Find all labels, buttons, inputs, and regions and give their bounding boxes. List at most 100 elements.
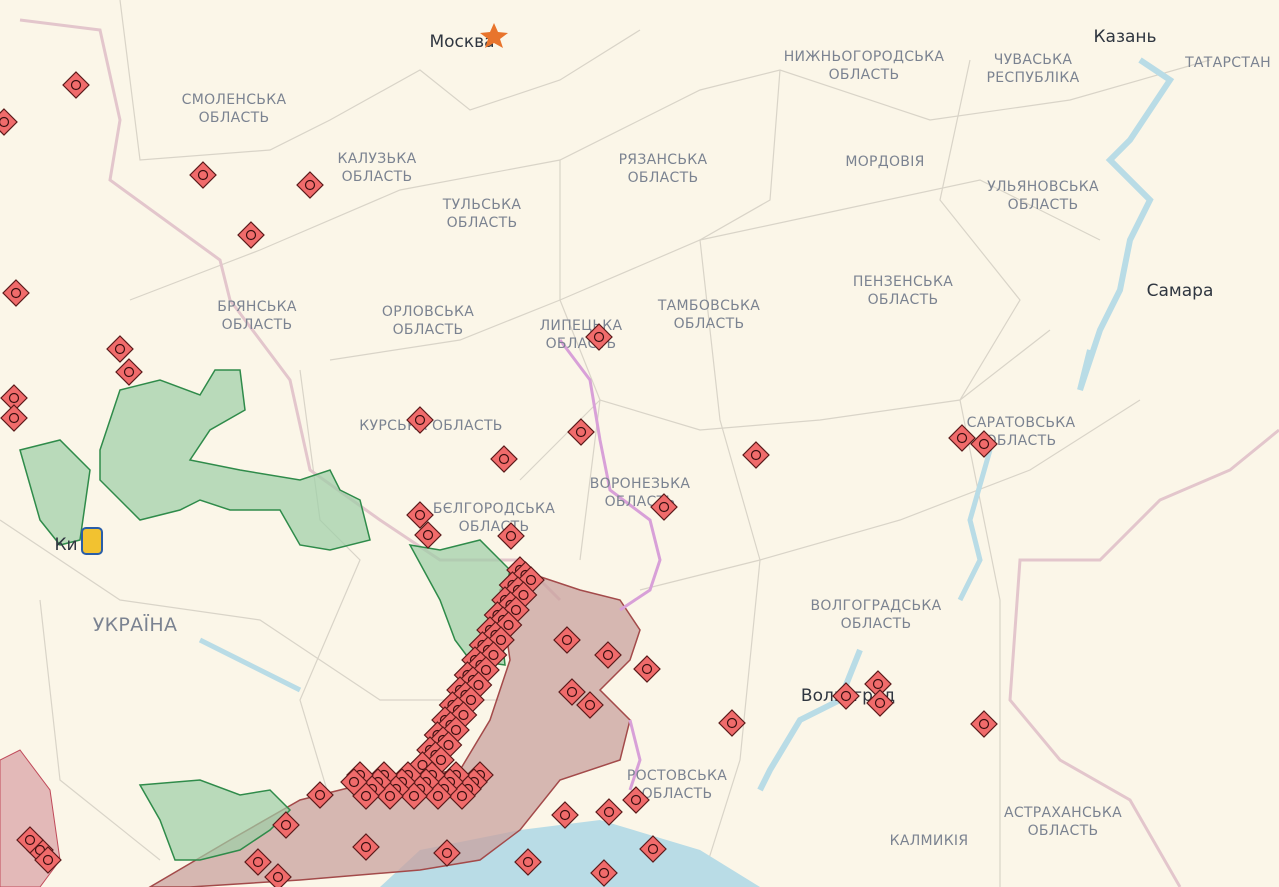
marker-icon — [575, 426, 587, 438]
marker-icon — [114, 343, 126, 355]
region-label: РОСТОВСЬКА — [627, 768, 727, 784]
region-label: МОРДОВІЯ — [845, 154, 924, 170]
marker-diamond — [115, 358, 143, 386]
marker-diamond — [406, 406, 434, 434]
city-label: Самара — [1147, 281, 1214, 301]
region-label: ЛИПЕЦЬКА — [540, 318, 623, 334]
attack-marker — [0, 404, 28, 432]
region-label: РЕСПУБЛІКА — [987, 70, 1080, 86]
attack-marker — [244, 848, 272, 876]
marker-icon — [432, 790, 444, 802]
marker-icon — [245, 229, 257, 241]
region-label: ОБЛАСТЬ — [199, 110, 270, 126]
region-label: ТУЛЬСЬКА — [442, 197, 522, 213]
region-label: ПЕНЗЕНСЬКА — [853, 274, 953, 290]
attack-marker — [558, 678, 586, 706]
marker-icon — [956, 432, 968, 444]
marker-icon — [598, 867, 610, 879]
city-label: Ки — [54, 535, 77, 555]
marker-diamond — [551, 801, 579, 829]
marker-diamond — [585, 323, 613, 351]
attack-marker — [742, 441, 770, 469]
marker-icon — [384, 790, 396, 802]
marker-icon — [872, 678, 884, 690]
region-label: ТАМБОВСЬКА — [657, 298, 760, 314]
region-label: ОБЛАСТЬ — [628, 170, 699, 186]
marker-icon — [658, 501, 670, 513]
region-label: ОБЛАСТЬ — [841, 616, 912, 632]
marker-icon — [348, 776, 360, 788]
marker-diamond — [970, 430, 998, 458]
marker-diamond — [948, 424, 976, 452]
region-label: ВОЛГОГРАДСЬКА — [810, 598, 941, 614]
marker-icon — [252, 856, 264, 868]
marker-icon — [630, 794, 642, 806]
region-label: ТАТАРСТАН — [1184, 55, 1271, 71]
marker-icon — [10, 287, 22, 299]
capital-star — [480, 23, 508, 48]
marker-diamond — [742, 441, 770, 469]
marker-icon — [473, 679, 484, 691]
marker-icon — [450, 724, 462, 736]
attack-marker — [576, 691, 604, 719]
marker-icon — [458, 709, 469, 721]
region-label: ОБЛАСТЬ — [674, 316, 745, 332]
marker-diamond — [832, 682, 860, 710]
line — [558, 339, 662, 791]
marker-icon — [495, 634, 507, 646]
region-label: ОРЛОВСЬКА — [382, 304, 474, 320]
attack-marker — [264, 863, 292, 887]
markers — [0, 71, 998, 887]
marker-icon — [518, 589, 529, 601]
marker-icon — [408, 790, 420, 802]
attack-marker — [590, 859, 618, 887]
marker-icon — [414, 509, 426, 521]
marker-diamond — [264, 863, 292, 887]
marker-icon — [505, 530, 517, 542]
marker-icon — [304, 179, 316, 191]
marker-icon — [360, 841, 372, 853]
attack-marker — [406, 501, 434, 529]
marker-diamond — [639, 835, 667, 863]
region-label: ОБЛАСТЬ — [342, 169, 413, 185]
attack-marker — [296, 171, 324, 199]
city-label: Москва — [429, 32, 494, 52]
attack-marker — [594, 641, 622, 669]
country-label: УКРАЇНА — [93, 613, 178, 636]
attack-marker — [866, 689, 894, 717]
attack-marker — [970, 710, 998, 738]
marker-icon — [750, 449, 762, 461]
marker-diamond — [244, 848, 272, 876]
marker-diamond — [306, 781, 334, 809]
marker-diamond — [595, 798, 623, 826]
marker-icon — [422, 529, 434, 541]
marker-icon — [510, 604, 522, 616]
marker-icon — [417, 759, 428, 771]
attack-marker — [595, 798, 623, 826]
marker-diamond — [296, 171, 324, 199]
region-label: СМОЛЕНСЬКА — [182, 92, 287, 108]
region-label: ОБЛАСТЬ — [829, 67, 900, 83]
marker-diamond — [0, 404, 28, 432]
marker-diamond — [406, 501, 434, 529]
marker-icon — [443, 739, 454, 751]
marker-icon — [726, 717, 738, 729]
region-label: ОБЛАСТЬ — [642, 786, 713, 802]
marker-diamond — [590, 859, 618, 887]
marker-diamond — [433, 839, 461, 867]
region-label: ЧУВАСЬКА — [994, 52, 1073, 68]
marker-icon — [525, 574, 537, 586]
marker-icon — [441, 847, 453, 859]
marker-icon — [840, 690, 852, 702]
attack-marker — [633, 655, 661, 683]
marker-icon — [70, 79, 82, 91]
marker-icon — [456, 790, 468, 802]
marker-icon — [584, 699, 596, 711]
region-label: ОБЛАСТЬ — [393, 322, 464, 338]
attack-marker — [237, 221, 265, 249]
attack-marker — [948, 424, 976, 452]
attack-marker — [639, 835, 667, 863]
region-label: ОБЛАСТЬ — [222, 317, 293, 333]
marker-icon — [522, 856, 534, 868]
